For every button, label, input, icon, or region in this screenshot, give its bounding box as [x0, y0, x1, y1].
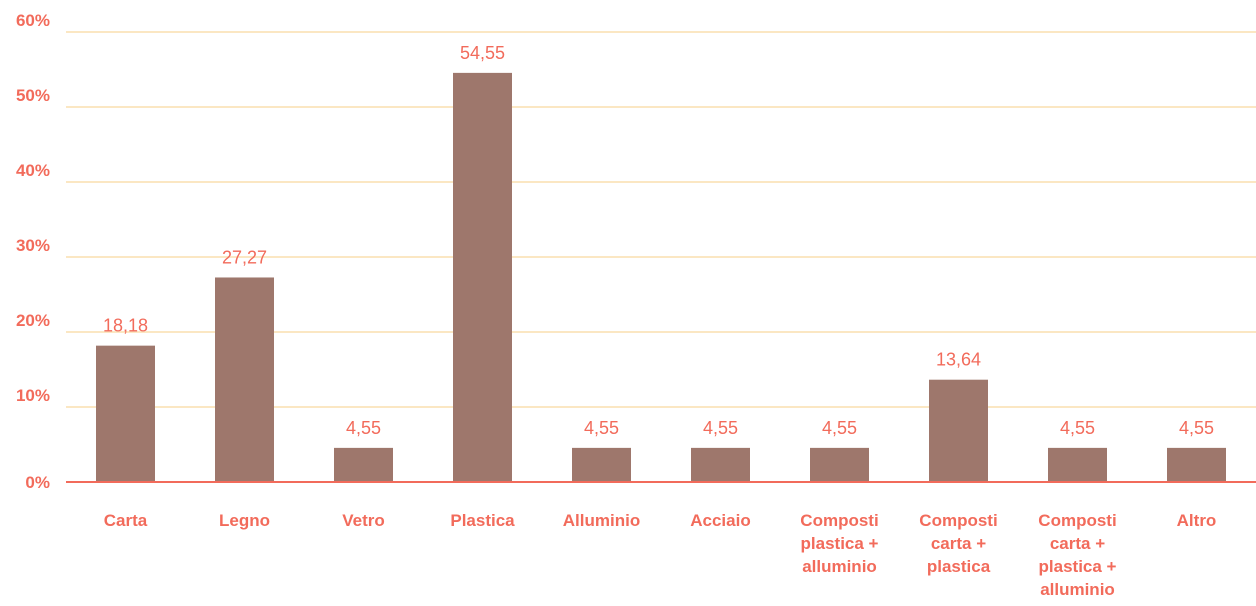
data-label: 4,55 [703, 418, 738, 438]
y-tick-label: 40% [16, 161, 50, 180]
data-label: 4,55 [584, 418, 619, 438]
data-label: 4,55 [1179, 418, 1214, 438]
x-tick-label: Vetro [342, 511, 385, 530]
y-axis-ticks: 0% 10% 20% 30% 40% 50% 60% [16, 11, 50, 492]
data-label: 4,55 [1060, 418, 1095, 438]
bar [334, 447, 393, 482]
x-tick-label: Altro [1177, 511, 1217, 530]
bars [96, 72, 1226, 482]
y-tick-label: 60% [16, 11, 50, 30]
x-axis-labels: Carta Legno Vetro Plastica Alluminio Acciaio C… [104, 511, 1217, 599]
data-label: 4,55 [346, 418, 381, 438]
bar [572, 447, 631, 482]
x-tick-label: Composti plastica + alluminio [800, 511, 878, 576]
bar [691, 447, 750, 482]
bar [1048, 447, 1107, 482]
y-tick-label: 0% [25, 473, 50, 492]
x-tick-label: Carta [104, 511, 148, 530]
bar [453, 72, 512, 482]
x-tick-label: Composti carta + plastica [919, 511, 997, 576]
data-label: 54,55 [460, 43, 505, 63]
bar [810, 447, 869, 482]
data-label: 27,27 [222, 247, 267, 267]
x-tick-label: Plastica [450, 511, 515, 530]
bar [96, 345, 155, 482]
bar [215, 277, 274, 482]
data-labels: 18,18 27,27 4,55 54,55 4,55 4,55 4,55 13,64 4,55… [103, 43, 1214, 438]
y-tick-label: 20% [16, 311, 50, 330]
y-tick-label: 30% [16, 236, 50, 255]
y-tick-label: 10% [16, 386, 50, 405]
x-tick-label: Legno [219, 511, 270, 530]
data-label: 18,18 [103, 316, 148, 336]
x-tick-label: Composti carta + plastica + alluminio [1038, 511, 1116, 599]
bar [929, 379, 988, 482]
x-tick-label: Acciaio [690, 511, 750, 530]
y-tick-label: 50% [16, 86, 50, 105]
x-tick-label: Alluminio [563, 511, 640, 530]
data-label: 4,55 [822, 418, 857, 438]
data-label: 13,64 [936, 350, 981, 370]
bar [1167, 447, 1226, 482]
